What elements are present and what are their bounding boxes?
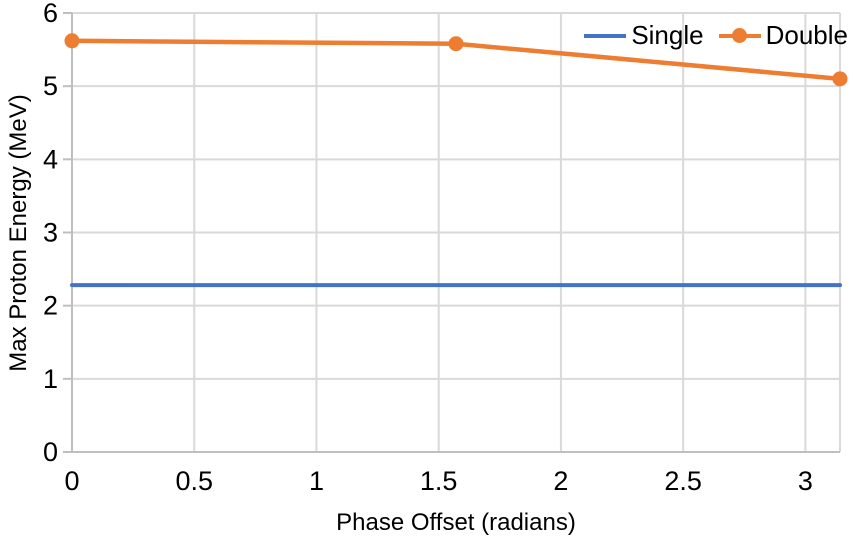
single-series-line-swatch [584, 27, 627, 45]
y-tick-label: 5 [43, 71, 58, 101]
data-point-double [64, 33, 80, 49]
x-tick-label: 3 [798, 466, 813, 496]
y-tick-label: 2 [43, 291, 58, 321]
legend-label-single: Single [631, 20, 704, 50]
legend-item-double: Double [718, 20, 848, 51]
x-tick-label: 2.5 [664, 466, 702, 496]
y-tick-label: 3 [43, 218, 58, 248]
x-tick-label: 0.5 [175, 466, 213, 496]
x-tick-label: 1 [309, 466, 324, 496]
x-tick-label: 1.5 [420, 466, 458, 496]
legend-item-single: Single [584, 20, 704, 51]
x-tick-label: 0 [64, 466, 79, 496]
x-tick-label: 2 [553, 466, 568, 496]
x-axis-title: Phase Offset (radians) [336, 509, 576, 536]
data-point-double [832, 71, 848, 87]
double-series-line-marker-swatch [718, 27, 761, 45]
legend-label-double: Double [765, 20, 848, 50]
y-tick-label: 0 [43, 437, 58, 467]
y-tick-label: 4 [43, 144, 58, 174]
y-axis-title: Max Proton Energy (MeV) [5, 94, 32, 372]
y-tick-label: 1 [43, 364, 58, 394]
y-tick-label: 6 [43, 0, 58, 28]
legend: Single Double [584, 20, 848, 51]
data-point-double [448, 36, 464, 52]
